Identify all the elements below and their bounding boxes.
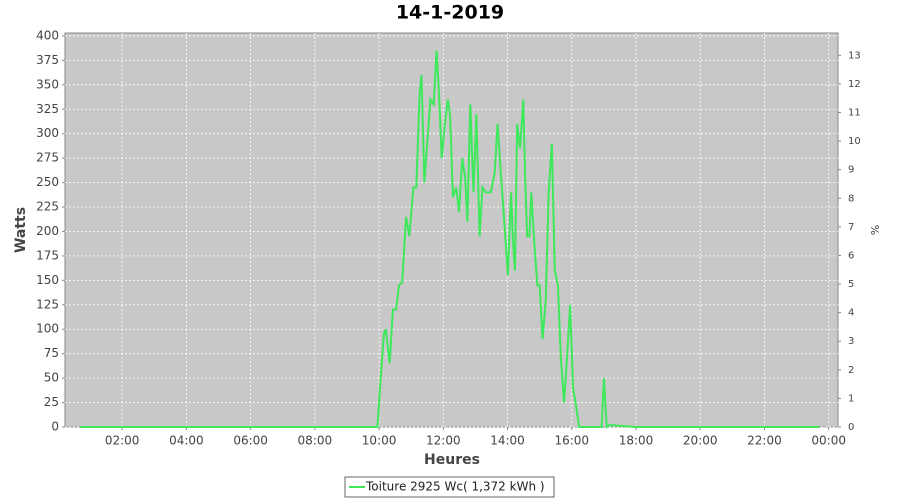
x-tick-label: 06:00 bbox=[233, 434, 268, 448]
x-axis-label: Heures bbox=[424, 452, 480, 468]
y2-tick-label: 12 bbox=[848, 79, 861, 90]
x-tick-label: 20:00 bbox=[683, 434, 718, 448]
y2-tick-label: 13 bbox=[848, 50, 861, 61]
y-tick-label: 200 bbox=[36, 224, 59, 238]
y-tick-label: 325 bbox=[36, 102, 59, 116]
legend-label: Toiture 2925 Wc( 1,372 kWh ) bbox=[365, 480, 545, 494]
y2-tick-label: 7 bbox=[848, 222, 854, 233]
x-tick-label: 18:00 bbox=[619, 434, 654, 448]
y2-tick-label: 0 bbox=[848, 422, 854, 433]
y-axis-label: Watts bbox=[13, 207, 29, 253]
y2-tick-label: 9 bbox=[848, 165, 854, 176]
x-tick-label: 00:00 bbox=[811, 434, 846, 448]
x-tick-label: 14:00 bbox=[490, 434, 525, 448]
y2-tick-label: 6 bbox=[848, 250, 854, 261]
x-tick-label: 02:00 bbox=[105, 434, 140, 448]
y-tick-label: 125 bbox=[36, 297, 59, 311]
x-tick-label: 16:00 bbox=[554, 434, 589, 448]
data-line bbox=[80, 50, 820, 429]
y-tick-label: 150 bbox=[36, 273, 59, 287]
y-tick-label: 25 bbox=[44, 395, 59, 409]
y-tick-label: 50 bbox=[44, 371, 59, 385]
y-tick-label: 300 bbox=[36, 126, 59, 140]
y2-tick-label: 10 bbox=[848, 136, 861, 147]
y-tick-label: 250 bbox=[36, 175, 59, 189]
y2-tick-label: 2 bbox=[848, 365, 854, 376]
y-tick-label: 375 bbox=[36, 53, 59, 67]
y-tick-label: 350 bbox=[36, 77, 59, 91]
y2-tick-label: 1 bbox=[848, 393, 854, 404]
y-tick-label: 100 bbox=[36, 322, 59, 336]
y-tick-label: 275 bbox=[36, 151, 59, 165]
legend-box bbox=[344, 476, 555, 498]
y-tick-label: 0 bbox=[51, 420, 59, 434]
y2-axis-label: % bbox=[868, 225, 881, 235]
y2-tick-label: 11 bbox=[848, 107, 861, 118]
x-tick-label: 10:00 bbox=[362, 434, 397, 448]
x-tick-label: 04:00 bbox=[169, 434, 204, 448]
y2-tick-label: 5 bbox=[848, 279, 854, 290]
y2-tick-label: 4 bbox=[848, 308, 854, 319]
y-tick-label: 400 bbox=[36, 28, 59, 42]
y2-tick-label: 3 bbox=[848, 336, 854, 347]
y2-tick-label: 8 bbox=[848, 193, 854, 204]
y-tick-label: 75 bbox=[44, 346, 59, 360]
y-tick-label: 225 bbox=[36, 200, 59, 214]
plot-area bbox=[64, 32, 839, 428]
chart-title: 14-1-2019 bbox=[396, 2, 504, 24]
x-tick-label: 12:00 bbox=[426, 434, 461, 448]
x-tick-label: 08:00 bbox=[298, 434, 333, 448]
y-tick-label: 175 bbox=[36, 248, 59, 262]
x-tick-label: 22:00 bbox=[747, 434, 782, 448]
